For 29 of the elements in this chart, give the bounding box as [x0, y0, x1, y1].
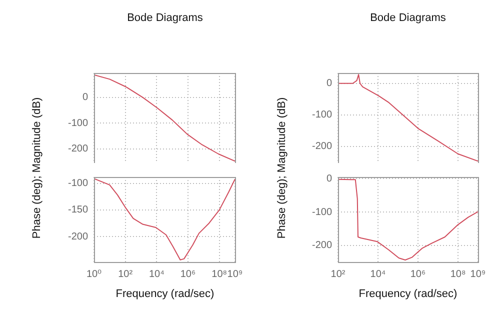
y-tick-label: -200: [68, 144, 88, 155]
x-tick-label: 10⁸: [450, 268, 466, 280]
y-tick-label: -100: [312, 110, 332, 121]
x-tick-label: 10⁶: [180, 268, 196, 280]
y-tick-label: 0: [326, 173, 332, 184]
y-tick-label: -200: [68, 231, 88, 242]
y-tick-label: -100: [312, 206, 332, 218]
x-tick-label: 10²: [330, 268, 346, 280]
x-tick-label: 10⁶: [410, 268, 426, 280]
y-axis-title: Phase (deg); Magnitude (dB): [276, 97, 288, 239]
x-tick-label: 10⁹: [227, 268, 243, 280]
x-axis-title: Frequency (rad/sec): [358, 288, 458, 300]
x-tick-label: 10⁴: [148, 268, 164, 280]
x-axis-title: Frequency (rad/sec): [116, 288, 214, 300]
y-tick-label: 0: [326, 78, 332, 90]
chart-title: Bode Diagrams: [370, 12, 446, 24]
y-tick-label: -200: [312, 141, 332, 152]
y-tick-label: -100: [68, 118, 88, 129]
x-tick-label: 10⁰: [86, 268, 102, 280]
x-tick-label: 10⁹: [470, 268, 486, 280]
y-axis-title: Phase (deg); Magnitude (dB): [31, 97, 43, 239]
x-tick-label: 10⁸: [212, 268, 228, 280]
y-tick-label: -100: [68, 178, 88, 190]
x-tick-label: 10²: [118, 268, 134, 280]
y-tick-label: 0: [82, 92, 88, 104]
y-tick-label: -200: [312, 240, 332, 252]
y-tick-label: -150: [68, 204, 88, 216]
x-tick-label: 10⁴: [370, 268, 386, 280]
chart-title: Bode Diagrams: [127, 12, 203, 24]
